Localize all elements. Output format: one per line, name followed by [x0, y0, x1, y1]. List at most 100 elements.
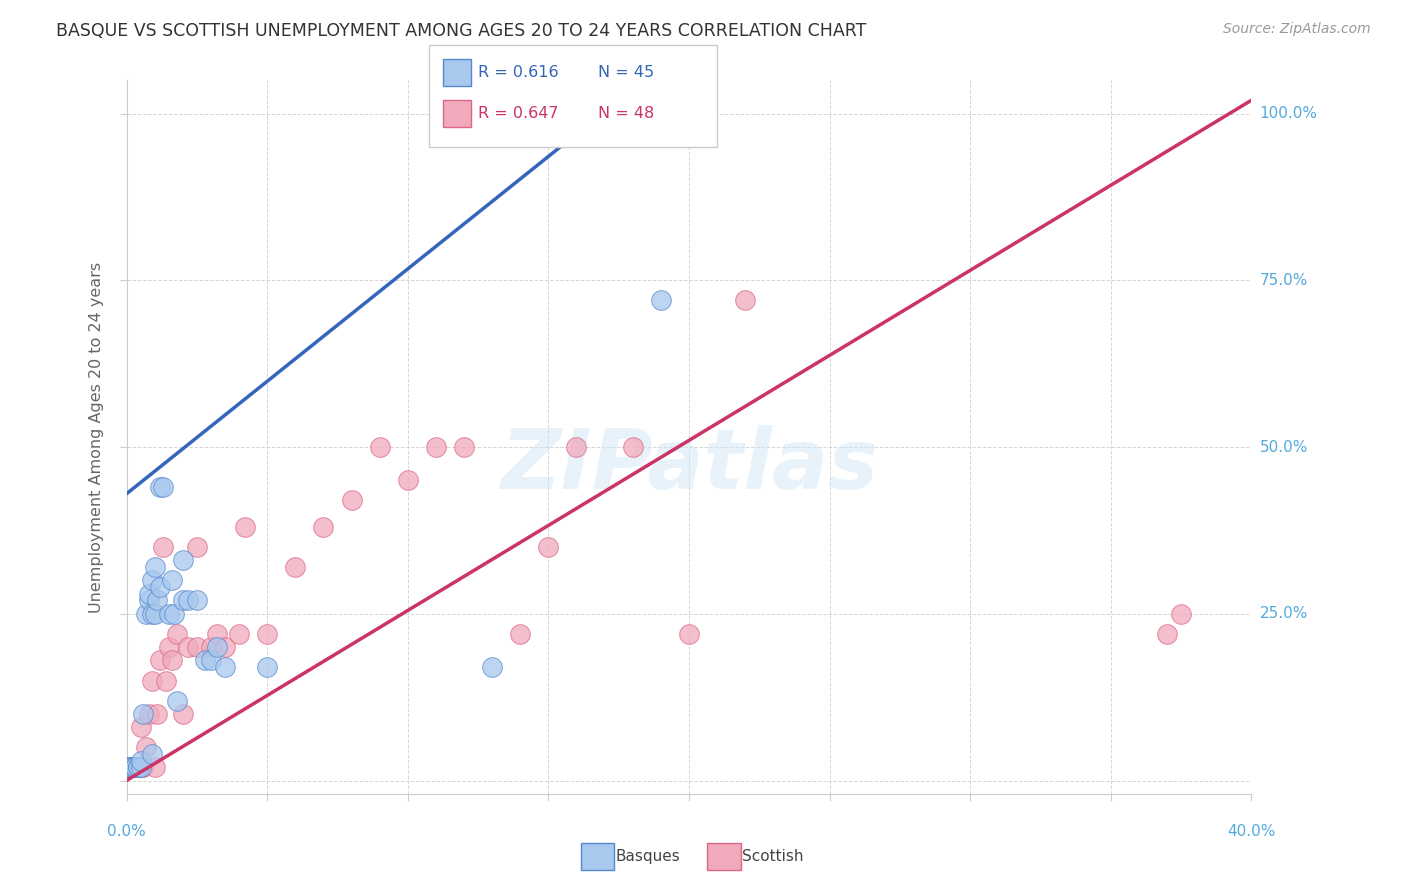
Point: [138, 587, 160, 601]
Point: [143, 760, 166, 774]
Text: ZIPatlas: ZIPatlas: [501, 425, 877, 506]
Text: R = 0.616: R = 0.616: [478, 65, 558, 79]
Point: [143, 560, 166, 574]
Point: [118, 760, 141, 774]
Point: [118, 760, 141, 774]
Point: [141, 607, 163, 621]
Point: [129, 760, 152, 774]
Point: [1156, 627, 1178, 641]
Point: [194, 653, 217, 667]
Point: [129, 760, 152, 774]
Point: [135, 740, 157, 755]
Y-axis label: Unemployment Among Ages 20 to 24 years: Unemployment Among Ages 20 to 24 years: [89, 261, 104, 613]
Text: BASQUE VS SCOTTISH UNEMPLOYMENT AMONG AGES 20 TO 24 YEARS CORRELATION CHART: BASQUE VS SCOTTISH UNEMPLOYMENT AMONG AG…: [56, 22, 866, 40]
Point: [149, 480, 172, 494]
Point: [177, 640, 200, 655]
Point: [124, 760, 146, 774]
Point: [200, 640, 222, 655]
Point: [172, 706, 194, 721]
Point: [124, 760, 146, 774]
Point: [141, 747, 163, 761]
Point: [537, 540, 560, 554]
Point: [186, 540, 208, 554]
Point: [121, 760, 143, 774]
Point: [481, 660, 503, 674]
Point: [118, 760, 141, 774]
Point: [163, 607, 186, 621]
Point: [124, 760, 146, 774]
Text: 50.0%: 50.0%: [1260, 440, 1308, 455]
Point: [152, 540, 174, 554]
Point: [118, 760, 141, 774]
Point: [157, 640, 180, 655]
Point: [129, 754, 152, 768]
Point: [155, 673, 177, 688]
Point: [650, 293, 672, 308]
Point: [214, 660, 236, 674]
Point: [124, 760, 146, 774]
Point: [172, 553, 194, 567]
Point: [734, 293, 756, 308]
Point: [340, 493, 363, 508]
Point: [127, 760, 149, 774]
Point: [121, 760, 143, 774]
Point: [149, 653, 172, 667]
Point: [149, 580, 172, 594]
Point: [152, 480, 174, 494]
Point: [186, 640, 208, 655]
Point: [141, 673, 163, 688]
Point: [160, 574, 183, 588]
Point: [621, 440, 644, 454]
Point: [509, 627, 531, 641]
Point: [186, 593, 208, 607]
Point: [1170, 607, 1192, 621]
Point: [127, 760, 149, 774]
Point: [166, 627, 188, 641]
Point: [146, 706, 169, 721]
Point: [118, 760, 141, 774]
Point: [132, 706, 155, 721]
Point: [138, 706, 160, 721]
Point: [228, 627, 250, 641]
Point: [678, 627, 700, 641]
Point: [157, 607, 180, 621]
Point: [312, 520, 335, 534]
Point: [118, 760, 141, 774]
Text: N = 45: N = 45: [598, 65, 654, 79]
Point: [396, 474, 419, 488]
Point: [256, 627, 278, 641]
Text: 0.0%: 0.0%: [107, 824, 146, 839]
Text: 25.0%: 25.0%: [1260, 607, 1308, 622]
Text: N = 48: N = 48: [598, 106, 654, 120]
Point: [256, 660, 278, 674]
Point: [121, 760, 143, 774]
Text: Source: ZipAtlas.com: Source: ZipAtlas.com: [1223, 22, 1371, 37]
Point: [118, 760, 141, 774]
Point: [177, 593, 200, 607]
Text: 40.0%: 40.0%: [1227, 824, 1275, 839]
Point: [143, 607, 166, 621]
Point: [127, 760, 149, 774]
Point: [160, 653, 183, 667]
Point: [118, 760, 141, 774]
Point: [425, 440, 447, 454]
Point: [124, 760, 146, 774]
Text: Scottish: Scottish: [742, 849, 804, 863]
Point: [172, 593, 194, 607]
Text: Basques: Basques: [616, 849, 681, 863]
Point: [233, 520, 256, 534]
Point: [166, 693, 188, 707]
Point: [129, 760, 152, 774]
Point: [565, 440, 588, 454]
Point: [141, 574, 163, 588]
Text: 75.0%: 75.0%: [1260, 273, 1308, 288]
Point: [284, 560, 307, 574]
Point: [368, 440, 391, 454]
Point: [205, 627, 228, 641]
Text: R = 0.647: R = 0.647: [478, 106, 558, 120]
Point: [453, 440, 475, 454]
Point: [214, 640, 236, 655]
Point: [205, 640, 228, 655]
Point: [132, 760, 155, 774]
Point: [200, 653, 222, 667]
